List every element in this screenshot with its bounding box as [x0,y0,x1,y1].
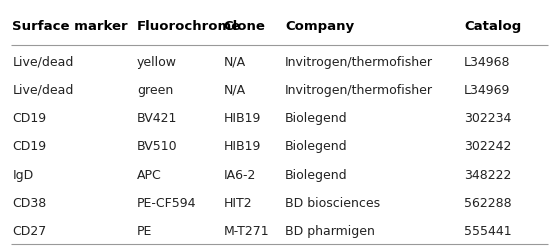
Text: IgD: IgD [12,168,34,181]
Text: L34968: L34968 [464,55,510,68]
Text: 302242: 302242 [464,140,511,153]
Text: CD38: CD38 [12,196,46,209]
Text: HIB19: HIB19 [224,112,261,125]
Text: 348222: 348222 [464,168,511,181]
Text: Biolegend: Biolegend [285,140,348,153]
Text: N/A: N/A [224,55,246,68]
Text: PE-CF594: PE-CF594 [137,196,196,209]
Text: BD pharmigen: BD pharmigen [285,224,375,237]
Text: Surface marker: Surface marker [12,20,128,33]
Text: HIT2: HIT2 [224,196,252,209]
Text: Live/dead: Live/dead [12,55,74,68]
Text: BD biosciences: BD biosciences [285,196,380,209]
Text: N/A: N/A [224,84,246,96]
Text: green: green [137,84,173,96]
Text: APC: APC [137,168,162,181]
Text: Catalog: Catalog [464,20,521,33]
Text: Biolegend: Biolegend [285,168,348,181]
Text: Company: Company [285,20,354,33]
Text: yellow: yellow [137,55,177,68]
Text: Invitrogen/thermofisher: Invitrogen/thermofisher [285,84,433,96]
Text: PE: PE [137,224,153,237]
Text: 555441: 555441 [464,224,511,237]
Text: Invitrogen/thermofisher: Invitrogen/thermofisher [285,55,433,68]
Text: CD19: CD19 [12,140,46,153]
Text: M-T271: M-T271 [224,224,269,237]
Text: BV510: BV510 [137,140,178,153]
Text: Biolegend: Biolegend [285,112,348,125]
Text: 562288: 562288 [464,196,511,209]
Text: L34969: L34969 [464,84,510,96]
Text: Fluorochrome: Fluorochrome [137,20,241,33]
Text: CD19: CD19 [12,112,46,125]
Text: BV421: BV421 [137,112,177,125]
Text: HIB19: HIB19 [224,140,261,153]
Text: 302234: 302234 [464,112,511,125]
Text: Clone: Clone [224,20,266,33]
Text: IA6-2: IA6-2 [224,168,256,181]
Text: CD27: CD27 [12,224,46,237]
Text: Live/dead: Live/dead [12,84,74,96]
